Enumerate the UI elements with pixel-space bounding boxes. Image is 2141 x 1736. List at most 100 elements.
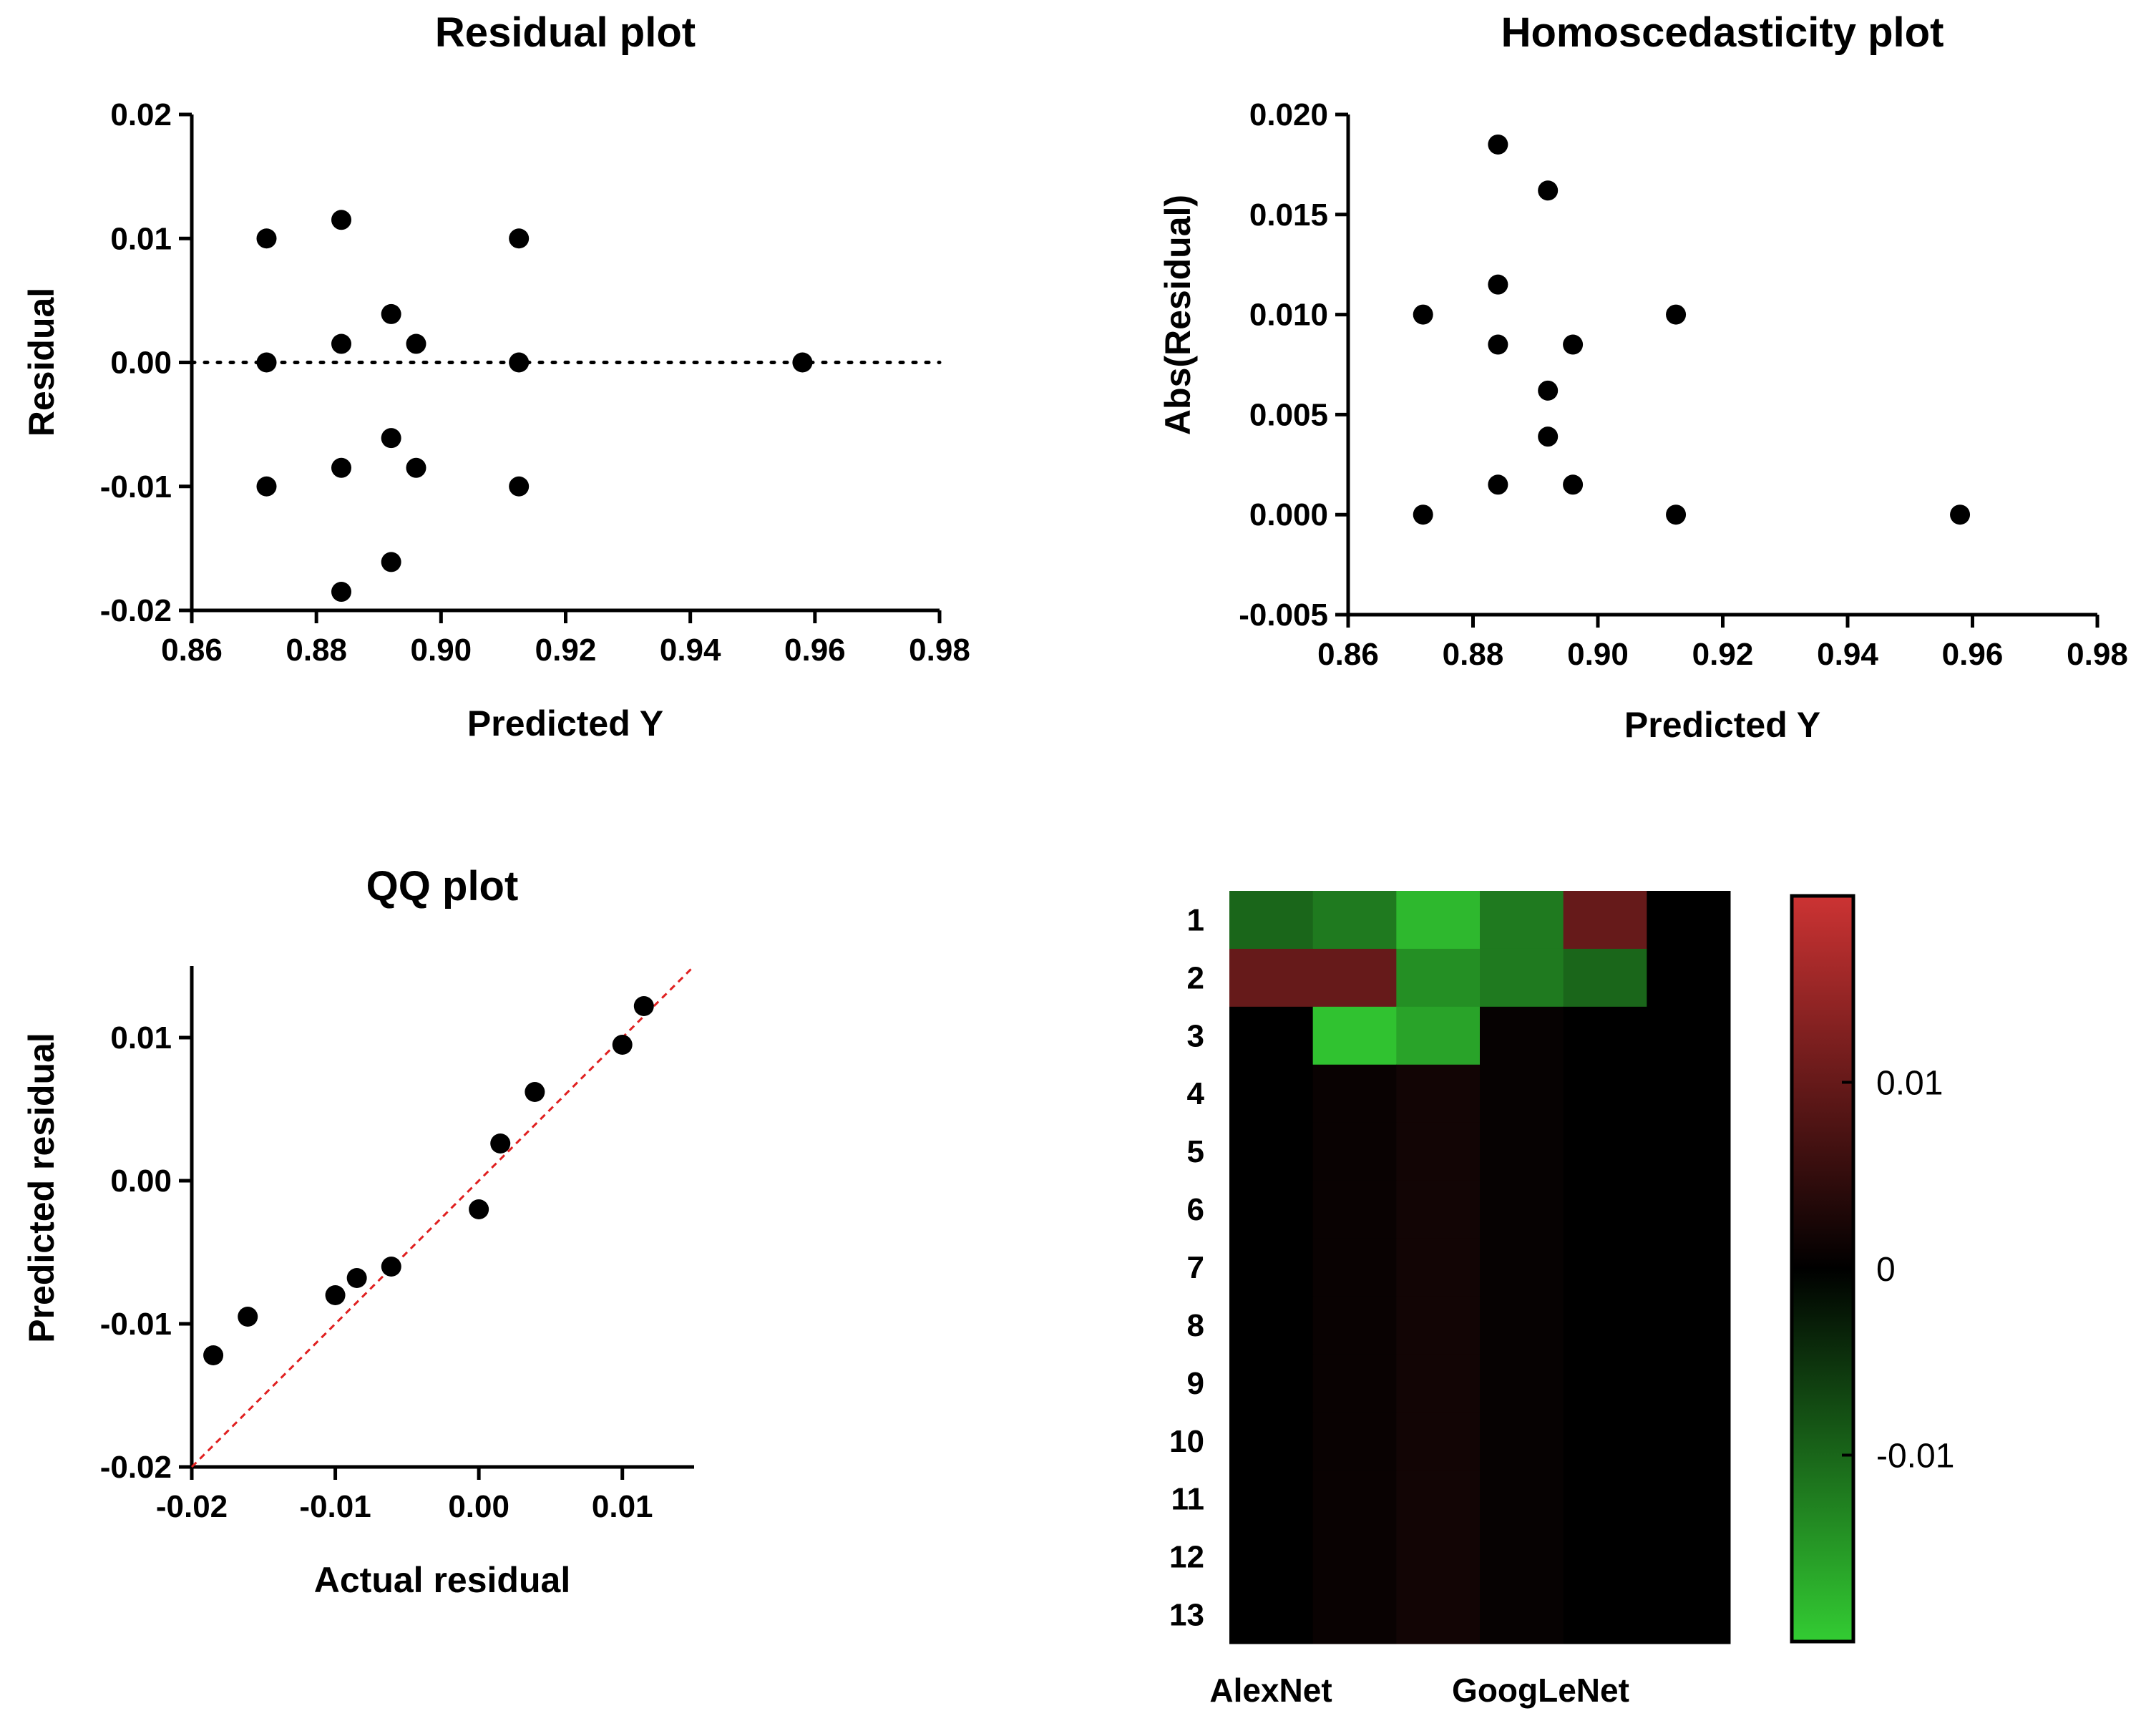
heatmap-cell: [1563, 1064, 1647, 1123]
heatmap-cell: [1312, 1296, 1397, 1355]
heatmap-cell: [1563, 1296, 1647, 1355]
homoscedasticity-plot-xlabel: Predicted Y: [1624, 705, 1820, 745]
heatmap-cell: [1229, 1006, 1314, 1066]
heatmap-cell: [1396, 1586, 1481, 1644]
homoscedasticity-plot: Homoscedasticity plot Predicted Y Abs(Re…: [1158, 9, 2128, 745]
homoscedasticity-plot-point: [1488, 334, 1508, 355]
heatmap-cell: [1647, 1470, 1731, 1528]
heatmap-cell: [1647, 1528, 1731, 1586]
residual-plot-y-tick-label: -0.02: [100, 593, 172, 628]
residual-plot-point: [331, 582, 351, 603]
qq-plot-y-tick-label: -0.02: [100, 1450, 172, 1485]
heatmap-cell: [1396, 891, 1481, 950]
heatmap-cell: [1647, 891, 1731, 950]
heatmap-cell: [1229, 1064, 1314, 1123]
qq-plot-point: [203, 1345, 224, 1365]
residual-plot-point: [256, 228, 277, 249]
heatmap-row-label: 12: [1169, 1540, 1204, 1575]
qq-plot-title: QQ plot: [366, 863, 519, 910]
residual-plot-point: [331, 210, 351, 230]
qq-plot-x-tick-label: 0.01: [592, 1489, 653, 1524]
heatmap-cell: [1647, 1122, 1731, 1181]
homoscedasticity-plot-point: [1538, 426, 1559, 447]
heatmap-cell: [1647, 1354, 1731, 1413]
homoscedasticity-plot-x-tick-label: 0.90: [1567, 637, 1629, 672]
residual-plot-x-tick-label: 0.98: [909, 633, 970, 668]
heatmap-cell: [1563, 1354, 1647, 1413]
homoscedasticity-plot-point: [1563, 334, 1584, 355]
homoscedasticity-plot-y-tick-label: 0.010: [1249, 298, 1328, 333]
heatmap-column-label: GoogLeNet: [1452, 1672, 1629, 1709]
heatmap-cell: [1312, 1064, 1397, 1123]
heatmap-row-label: 8: [1187, 1308, 1204, 1343]
heatmap-cell: [1647, 1006, 1731, 1066]
heatmap-cell: [1480, 1006, 1564, 1066]
residual-plot-x-tick-label: 0.90: [411, 633, 472, 668]
heatmap-cell: [1480, 1180, 1564, 1239]
qq-plot: QQ plot Actual residual Predicted residu…: [21, 863, 696, 1600]
heatmap-cell: [1312, 1470, 1397, 1528]
homoscedasticity-plot-ylabel: Abs(Residual): [1158, 195, 1198, 435]
qq-plot-point: [525, 1082, 545, 1102]
homoscedasticity-plot-point: [1488, 274, 1508, 295]
heatmap-cell: [1647, 1586, 1731, 1644]
qq-plot-x-tick-label: -0.02: [156, 1489, 228, 1524]
heatmap-cell: [1312, 948, 1397, 1008]
heatmap-cell: [1647, 1296, 1731, 1355]
residual-plot-point: [509, 228, 530, 249]
residual-plot-point: [331, 457, 351, 478]
qq-plot-x-tick-label: 0.00: [448, 1489, 509, 1524]
residual-plot-x-tick-label: 0.86: [161, 633, 223, 668]
heatmap-cell: [1312, 1180, 1397, 1239]
residual-plot-y-tick-label: 0.02: [110, 97, 172, 132]
residual-plot-ylabel: Residual: [21, 288, 62, 437]
heatmap-cell: [1396, 948, 1481, 1008]
homoscedasticity-plot-x-tick-label: 0.94: [1817, 637, 1878, 672]
qq-plot-xlabel: Actual residual: [314, 1560, 570, 1600]
homoscedasticity-plot-point: [1950, 504, 1971, 525]
heatmap-cell: [1396, 1296, 1481, 1355]
qq-plot-point: [612, 1035, 633, 1055]
heatmap-cell: [1312, 1122, 1397, 1181]
heatmap-cell: [1229, 1528, 1314, 1586]
colorbar-tick-label: -0.01: [1876, 1438, 1954, 1476]
homoscedasticity-plot-point: [1538, 380, 1559, 401]
heatmap-cell: [1647, 948, 1731, 1008]
residual-plot-point: [509, 476, 530, 497]
residual-plot-point: [256, 352, 277, 373]
homoscedasticity-plot-point: [1666, 304, 1687, 325]
homoscedasticity-plot-title: Homoscedasticity plot: [1501, 9, 1944, 56]
heatmap-cell: [1563, 1470, 1647, 1528]
heatmap-cell: [1480, 1354, 1564, 1413]
heatmap-cell: [1396, 1006, 1481, 1066]
residual-plot-y-tick-label: -0.01: [100, 469, 172, 504]
homoscedasticity-plot-x-tick-label: 0.86: [1317, 637, 1379, 672]
heatmap-cell: [1229, 891, 1314, 950]
homoscedasticity-plot-y-tick-label: 0.005: [1249, 397, 1328, 432]
heatmap-cell: [1312, 1412, 1397, 1471]
heatmap-cell: [1480, 1238, 1564, 1297]
heatmap-cell: [1480, 1064, 1564, 1123]
qq-plot-point: [346, 1268, 367, 1288]
heatmap-cell: [1480, 1528, 1564, 1586]
qq-plot-point: [325, 1285, 346, 1305]
heatmap-cell: [1563, 948, 1647, 1008]
colorbar-tick-label: 0: [1876, 1251, 1896, 1289]
heatmap-cell: [1396, 1354, 1481, 1413]
residual-plot-x-tick-label: 0.94: [660, 633, 721, 668]
heatmap-cell: [1563, 1586, 1647, 1644]
homoscedasticity-plot-point: [1538, 180, 1559, 201]
heatmap-cell: [1312, 1528, 1397, 1586]
heatmap-cell: [1396, 1122, 1481, 1181]
heatmap-cell: [1396, 1528, 1481, 1586]
heatmap-cell: [1563, 1528, 1647, 1586]
qq-plot-y-tick-label: -0.01: [100, 1307, 172, 1342]
residual-plot-point: [406, 333, 426, 354]
qq-plot-y-tick-label: 0.00: [110, 1164, 172, 1199]
heatmap-cell: [1647, 1180, 1731, 1239]
heatmap-cell: [1480, 1122, 1564, 1181]
heatmap-cell: [1396, 1470, 1481, 1528]
residual-plot-point: [381, 552, 401, 572]
heatmap-cell: [1563, 1238, 1647, 1297]
